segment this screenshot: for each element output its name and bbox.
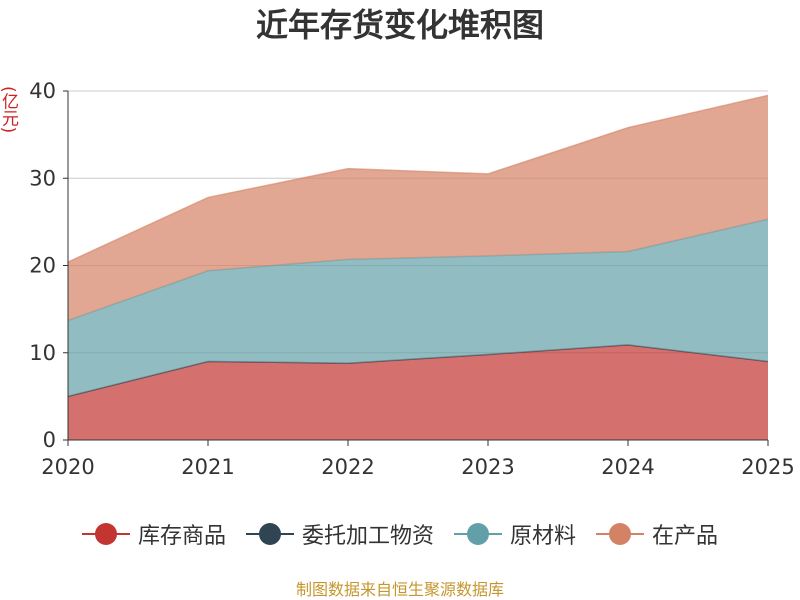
area-原材料 bbox=[68, 219, 768, 397]
x-tick-label: 2024 bbox=[601, 455, 654, 479]
legend-label: 库存商品 bbox=[137, 524, 226, 549]
legend-label: 在产品 bbox=[652, 524, 719, 549]
line-在产品 bbox=[67, 94, 769, 263]
legend: 库存商品 委托加工物资 原材料 在产品 bbox=[0, 512, 800, 556]
chart-title: 近年存货变化堆积图 bbox=[255, 6, 544, 44]
y-tick-label: 0 bbox=[43, 428, 56, 452]
legend-label: 委托加工物资 bbox=[301, 524, 434, 549]
x-tick-label: 2025 bbox=[741, 455, 794, 479]
legend-marker-icon bbox=[245, 522, 294, 546]
y-tick-label: 20 bbox=[29, 254, 56, 278]
x-tick-label: 2020 bbox=[41, 455, 94, 479]
legend-label: 原材料 bbox=[510, 524, 577, 549]
y-tick-label: 40 bbox=[29, 79, 56, 103]
y-tick-label: 10 bbox=[29, 341, 56, 365]
data-source-note: 制图数据来自恒生聚源数据库 bbox=[295, 580, 504, 599]
legend-item-yuancailiao[interactable]: 原材料 bbox=[454, 518, 576, 550]
legend-item-kucun[interactable]: 库存商品 bbox=[81, 518, 226, 550]
y-axis-unit: (亿元) bbox=[0, 86, 18, 134]
legend-item-zaichanpin[interactable]: 在产品 bbox=[596, 518, 718, 550]
x-tick-label: 2023 bbox=[461, 455, 514, 479]
area-layer bbox=[67, 94, 769, 440]
area-在产品 bbox=[68, 95, 768, 321]
x-tick-label: 2021 bbox=[181, 455, 234, 479]
legend-marker-icon bbox=[454, 522, 502, 546]
legend-marker-icon bbox=[596, 522, 645, 546]
legend-item-weituo[interactable]: 委托加工物资 bbox=[245, 518, 434, 550]
axis-layer: 0 10 20 30 40 2020 2021 2022 2023 2024 2025 bbox=[29, 79, 794, 479]
legend-marker-icon bbox=[81, 522, 130, 546]
y-tick-label: 30 bbox=[29, 166, 56, 190]
area-库存商品 bbox=[68, 344, 768, 440]
x-tick-label: 2022 bbox=[321, 455, 374, 479]
